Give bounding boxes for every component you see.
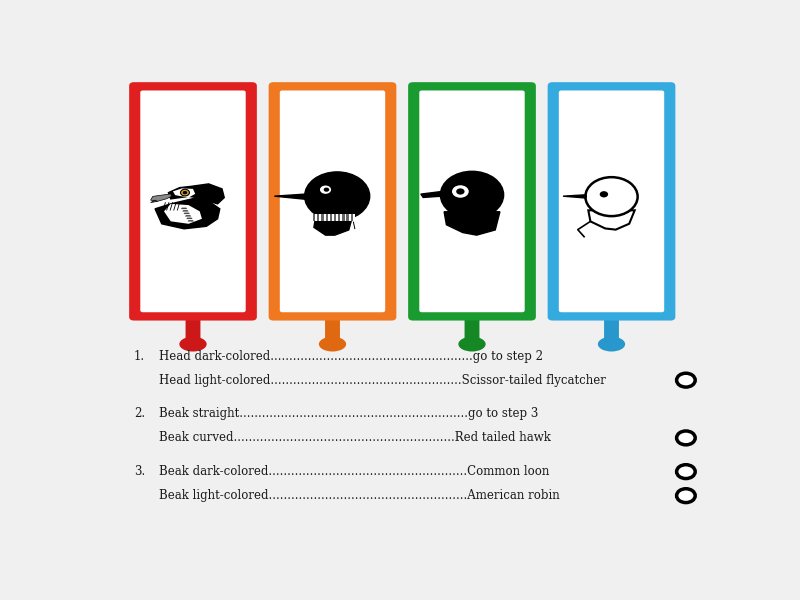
Polygon shape [186, 218, 193, 219]
FancyBboxPatch shape [419, 91, 525, 312]
FancyBboxPatch shape [548, 82, 675, 320]
Polygon shape [313, 214, 315, 221]
Circle shape [677, 431, 695, 445]
FancyBboxPatch shape [269, 82, 396, 320]
Circle shape [440, 172, 504, 218]
Text: Beak curved...........................................................Red tailed: Beak curved.............................… [159, 431, 550, 445]
Polygon shape [330, 214, 332, 221]
FancyBboxPatch shape [129, 82, 257, 320]
Polygon shape [164, 204, 202, 224]
Polygon shape [346, 214, 349, 221]
Ellipse shape [598, 337, 625, 352]
Circle shape [305, 172, 370, 220]
Polygon shape [182, 210, 189, 212]
Text: 2.: 2. [134, 407, 146, 421]
Polygon shape [184, 212, 190, 214]
Polygon shape [150, 194, 171, 202]
Text: 3.: 3. [134, 465, 146, 478]
Ellipse shape [179, 337, 206, 352]
Polygon shape [185, 215, 191, 217]
Text: Beak dark-colored.....................................................Common loo: Beak dark-colored.......................… [159, 465, 550, 478]
Circle shape [600, 191, 608, 197]
Text: Head dark-colored......................................................go to ste: Head dark-colored.......................… [159, 350, 543, 362]
Circle shape [320, 185, 331, 194]
Circle shape [456, 188, 465, 194]
Polygon shape [155, 197, 220, 229]
FancyBboxPatch shape [465, 312, 479, 344]
Polygon shape [350, 214, 353, 221]
Circle shape [452, 185, 469, 198]
Polygon shape [274, 194, 306, 199]
Polygon shape [322, 214, 324, 221]
Text: 1.: 1. [134, 350, 146, 362]
Circle shape [324, 188, 330, 192]
Polygon shape [334, 214, 336, 221]
Text: Beak light-colored.....................................................American : Beak light-colored......................… [159, 489, 560, 502]
Polygon shape [313, 214, 355, 221]
FancyBboxPatch shape [325, 312, 340, 344]
Polygon shape [314, 213, 354, 235]
Circle shape [182, 191, 187, 194]
FancyBboxPatch shape [186, 312, 201, 344]
Polygon shape [188, 220, 194, 221]
FancyBboxPatch shape [280, 91, 386, 312]
FancyBboxPatch shape [408, 82, 536, 320]
Circle shape [181, 190, 190, 196]
Polygon shape [563, 195, 586, 198]
Ellipse shape [319, 337, 346, 352]
Polygon shape [421, 191, 442, 197]
Circle shape [677, 464, 695, 479]
Polygon shape [181, 208, 187, 209]
Polygon shape [150, 200, 158, 203]
Text: Head light-colored...................................................Scissor-tai: Head light-colored......................… [159, 374, 606, 386]
Circle shape [586, 177, 638, 216]
Polygon shape [169, 184, 224, 204]
Circle shape [677, 489, 695, 503]
Polygon shape [338, 214, 341, 221]
Polygon shape [342, 214, 345, 221]
Text: Beak straight.............................................................go to : Beak straight...........................… [159, 407, 538, 421]
Polygon shape [173, 188, 195, 197]
Circle shape [677, 373, 695, 387]
FancyBboxPatch shape [604, 312, 619, 344]
Polygon shape [317, 214, 319, 221]
Ellipse shape [458, 337, 486, 352]
Polygon shape [588, 211, 634, 230]
FancyBboxPatch shape [558, 91, 664, 312]
Polygon shape [326, 214, 328, 221]
FancyBboxPatch shape [140, 91, 246, 312]
Polygon shape [444, 212, 500, 235]
